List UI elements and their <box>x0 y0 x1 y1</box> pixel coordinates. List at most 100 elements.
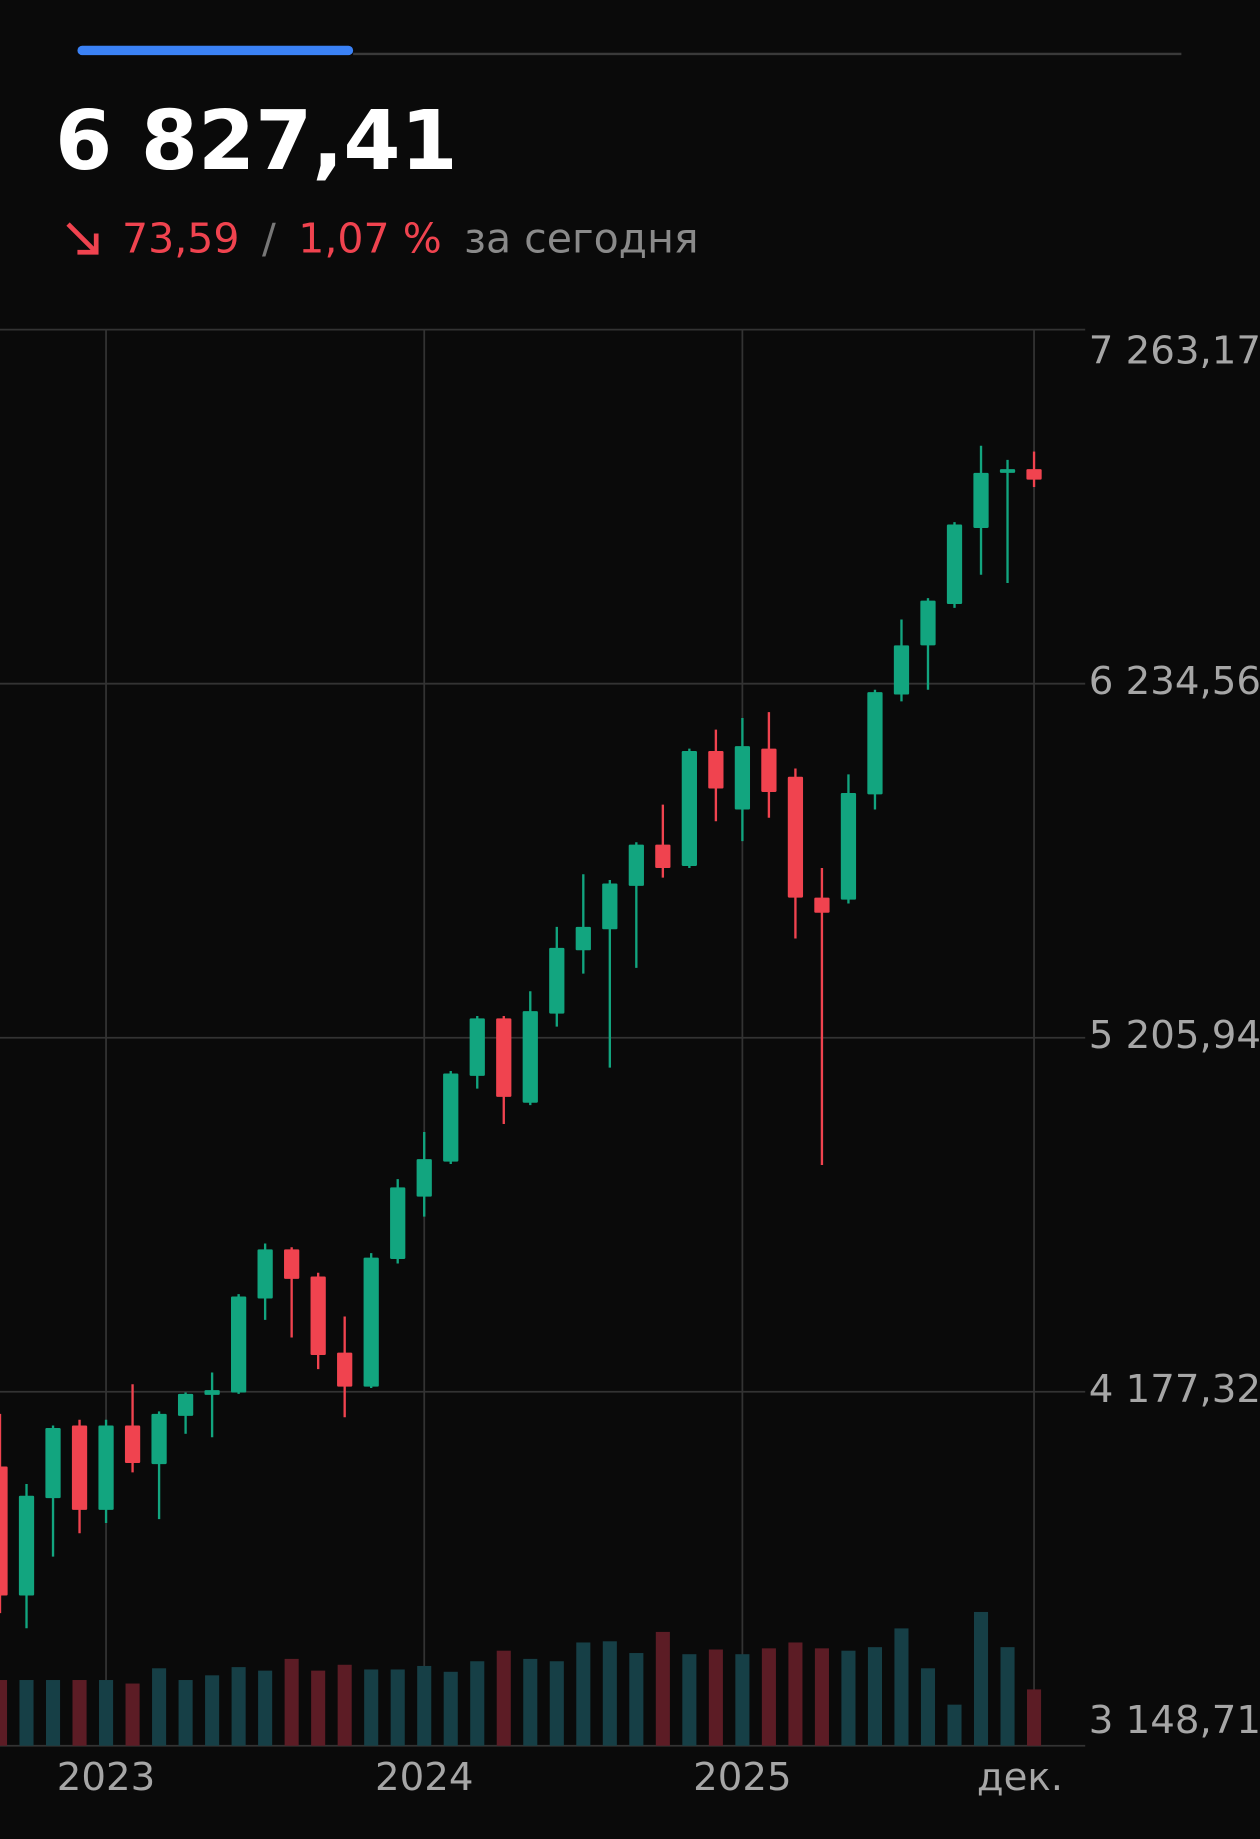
volume-bar <box>549 1661 564 1746</box>
y-tick-label: 6 234,56 <box>1089 659 1260 704</box>
volume-bar <box>417 1665 432 1746</box>
volume-bar <box>973 1611 989 1746</box>
candle-body <box>549 947 565 1014</box>
active-tab-indicator <box>77 45 354 56</box>
candle-body <box>390 1187 406 1259</box>
candle-body <box>416 1159 432 1197</box>
volume-bar <box>125 1683 140 1746</box>
candle-body <box>124 1425 141 1464</box>
candle-body <box>469 1018 485 1076</box>
volume-bar <box>19 1680 34 1746</box>
candle-body <box>893 645 910 695</box>
candle-body <box>18 1495 35 1596</box>
volume-bar <box>947 1704 962 1746</box>
volume-bar <box>629 1653 644 1746</box>
candle-body <box>920 600 936 646</box>
candle-body <box>337 1352 353 1387</box>
candle-body <box>363 1257 379 1387</box>
candle-body <box>257 1249 273 1299</box>
volume-bar <box>894 1628 909 1746</box>
volume-bar <box>761 1648 776 1746</box>
volume-bar <box>1000 1647 1015 1746</box>
volume-bar <box>231 1667 246 1746</box>
candle-body <box>1026 469 1042 480</box>
volume-bar <box>814 1648 829 1746</box>
volume-bar <box>443 1671 458 1746</box>
candle-body <box>496 1018 512 1097</box>
candle-body <box>575 926 591 951</box>
x-tick-label: 2025 <box>693 1755 792 1800</box>
volume-bar <box>1027 1689 1042 1746</box>
volume-bar <box>682 1654 697 1746</box>
volume-bar <box>523 1658 538 1746</box>
candle-body <box>734 746 751 810</box>
candle-body <box>45 1427 61 1499</box>
change: 73,59 <box>122 214 240 262</box>
volume-bar <box>72 1680 87 1746</box>
candle-body <box>814 897 830 913</box>
down-arrow-icon <box>66 222 99 255</box>
candle-body <box>628 844 644 886</box>
y-tick-label: 7 263,17 <box>1089 329 1260 374</box>
volume-bar <box>0 1680 8 1746</box>
candle-body <box>284 1249 300 1279</box>
candle-body <box>151 1413 167 1465</box>
period: за сегодня <box>464 214 698 262</box>
candle-body <box>602 883 618 930</box>
volume-bar <box>920 1668 936 1746</box>
candle-body <box>840 792 857 900</box>
volume-bar <box>258 1670 273 1746</box>
volume-bar <box>655 1631 670 1746</box>
candle-body <box>973 472 989 528</box>
volume-bar <box>45 1680 61 1746</box>
x-tick-label: дек. <box>977 1755 1063 1800</box>
candle-body <box>177 1393 194 1416</box>
y-tick-label: 3 148,71 <box>1089 1698 1260 1743</box>
candle-body <box>708 750 724 789</box>
candle-body <box>0 1466 8 1596</box>
y-tick-label: 4 177,32 <box>1089 1367 1260 1412</box>
candle-body <box>681 750 697 866</box>
candle-body <box>71 1425 88 1510</box>
candle-body <box>655 844 671 869</box>
volume-bar <box>708 1649 723 1746</box>
price: 6 827,41 <box>55 94 458 189</box>
candle-body <box>999 469 1016 473</box>
volume-bar <box>602 1641 617 1746</box>
candle-body <box>946 524 963 605</box>
volume-bar <box>364 1669 379 1746</box>
volume-bar <box>152 1668 167 1746</box>
candle-body <box>231 1296 247 1393</box>
change-line: 73,59 / 1,07 % за сегодня <box>122 214 699 262</box>
volume-bar <box>788 1642 803 1746</box>
volume-bar <box>284 1658 299 1746</box>
candle-body <box>204 1390 220 1395</box>
volume-bar <box>867 1647 882 1746</box>
volume-bar <box>735 1654 750 1746</box>
volume-bar <box>337 1664 352 1746</box>
x-tick-label: 2024 <box>375 1755 474 1800</box>
candle-body <box>867 692 883 795</box>
volume-bar <box>470 1661 485 1746</box>
separator: / <box>262 214 276 262</box>
candle-body <box>787 776 804 898</box>
change-percent: 1,07 % <box>298 214 441 262</box>
volume-bar <box>841 1650 856 1746</box>
volume-bar <box>99 1680 114 1746</box>
volume-bar <box>178 1680 193 1746</box>
y-tick-label: 5 205,94 <box>1089 1013 1260 1058</box>
candle-body <box>443 1073 459 1162</box>
volume-bar <box>496 1650 511 1746</box>
volume-bar <box>390 1669 405 1746</box>
candle-body <box>310 1276 326 1355</box>
candle-body <box>761 748 777 792</box>
volume-bar <box>576 1642 591 1746</box>
volume-bar <box>311 1670 326 1746</box>
x-tick-label: 2023 <box>57 1755 156 1800</box>
candle-body <box>522 1011 538 1103</box>
volume-bar <box>205 1675 220 1746</box>
candle-body <box>98 1425 114 1510</box>
